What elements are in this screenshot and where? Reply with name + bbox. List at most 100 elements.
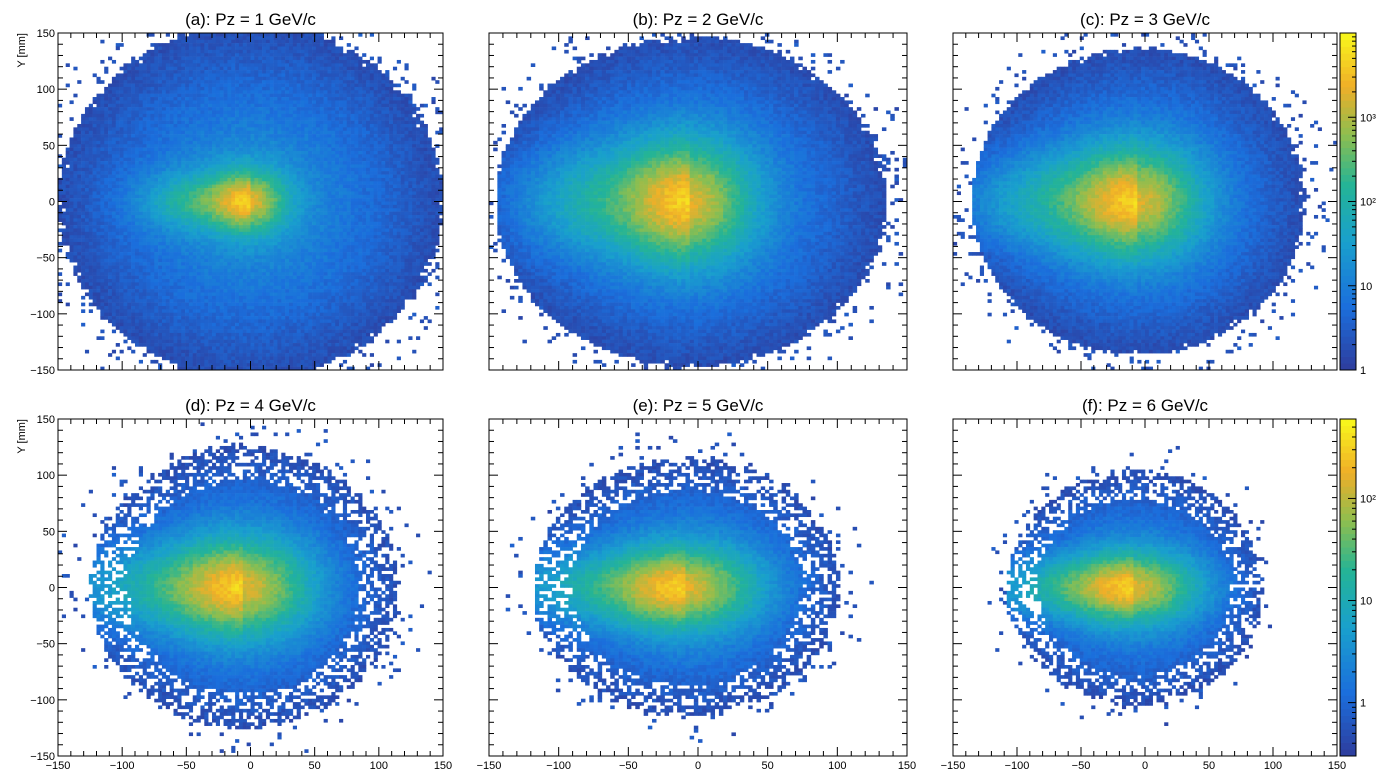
heatmap-bin [147, 262, 151, 266]
heatmap-bin [139, 245, 143, 249]
heatmap-bin [116, 218, 120, 222]
heatmap-bin [212, 346, 216, 350]
heatmap-bin [243, 87, 247, 91]
heatmap-bin [174, 353, 178, 357]
heatmap-bin [143, 148, 147, 152]
heatmap-bin [185, 114, 189, 118]
heatmap-bin [108, 111, 112, 115]
heatmap-bin [193, 357, 197, 361]
heatmap-bin [181, 144, 185, 148]
heatmap-bin [216, 289, 220, 293]
heatmap-bin [220, 164, 224, 168]
heatmap-bin [162, 205, 166, 209]
heatmap-bin [97, 215, 101, 219]
heatmap-bin [123, 245, 127, 249]
heatmap-bin [166, 239, 170, 243]
heatmap-bin [224, 319, 228, 323]
heatmap-bin [174, 350, 178, 354]
heatmap-bin [139, 124, 143, 128]
heatmap-bin [108, 191, 112, 195]
heatmap-bin [104, 114, 108, 118]
heatmap-bin [127, 333, 131, 337]
heatmap-bin [154, 141, 158, 145]
heatmap-bin [97, 144, 101, 148]
heatmap-bin [154, 245, 158, 249]
heatmap-bin [189, 158, 193, 162]
heatmap-bin [108, 282, 112, 286]
heatmap-bin [154, 181, 158, 185]
heatmap-bin [239, 309, 243, 313]
heatmap-bin [127, 336, 131, 340]
heatmap-bin [100, 127, 104, 131]
heatmap-bin [197, 181, 201, 185]
heatmap-bin [154, 137, 158, 141]
heatmap-bin [150, 218, 154, 222]
heatmap-bin [73, 191, 77, 195]
heatmap-bin [231, 198, 235, 202]
heatmap-bin [216, 353, 220, 357]
heatmap-bin [181, 90, 185, 94]
heatmap-bin [216, 154, 220, 158]
heatmap-bin [193, 111, 197, 115]
heatmap-bin [89, 249, 93, 253]
heatmap-bin [220, 350, 224, 354]
heatmap-bin [170, 346, 174, 350]
heatmap-bin [235, 205, 239, 209]
heatmap-bin [147, 80, 151, 84]
heatmap-bin [181, 316, 185, 320]
heatmap-bin [212, 292, 216, 296]
heatmap-bin [131, 266, 135, 270]
heatmap-bin [239, 279, 243, 283]
heatmap-bin [185, 191, 189, 195]
heatmap-bin [97, 303, 101, 307]
heatmap-bin [185, 117, 189, 121]
heatmap-bin [77, 279, 81, 283]
heatmap-bin [170, 259, 174, 263]
heatmap-bin [170, 309, 174, 313]
heatmap-bin [158, 313, 162, 317]
heatmap-bin [189, 168, 193, 172]
heatmap-bin [200, 117, 204, 121]
heatmap-bin [131, 148, 135, 152]
heatmap-bin [200, 225, 204, 229]
heatmap-bin [147, 316, 151, 320]
heatmap-bin [147, 70, 151, 74]
heatmap-bin [135, 239, 139, 243]
heatmap-bin [123, 73, 127, 77]
heatmap-bin [227, 77, 231, 81]
heatmap-bin [220, 84, 224, 88]
heatmap-bin [177, 67, 181, 71]
heatmap-bin [66, 205, 70, 209]
heatmap-bin [181, 208, 185, 212]
heatmap-bin [193, 154, 197, 158]
heatmap-bin [108, 117, 112, 121]
heatmap-bin [158, 269, 162, 273]
heatmap-bin [177, 144, 181, 148]
heatmap-bin [162, 235, 166, 239]
heatmap-bin [162, 67, 166, 71]
heatmap-bin [85, 188, 89, 192]
heatmap-bin [127, 296, 131, 300]
heatmap-bin [97, 235, 101, 239]
heatmap-bin [224, 357, 228, 361]
heatmap-bin [166, 222, 170, 226]
heatmap-bin [170, 218, 174, 222]
heatmap-bin [104, 306, 108, 310]
heatmap-bin [216, 94, 220, 98]
heatmap-bin [220, 252, 224, 256]
heatmap-bin [108, 127, 112, 131]
heatmap-bin [235, 188, 239, 192]
heatmap-bin [212, 357, 216, 361]
heatmap-bin [85, 141, 89, 145]
heatmap-bin [224, 222, 228, 226]
heatmap-bin [131, 276, 135, 280]
heatmap-bin [208, 208, 212, 212]
heatmap-bin [120, 90, 124, 94]
heatmap-bin [158, 191, 162, 195]
heatmap-bin [93, 218, 97, 222]
heatmap-bin [123, 242, 127, 246]
heatmap-bin [185, 100, 189, 104]
heatmap-bin [181, 154, 185, 158]
heatmap-bin [116, 121, 120, 125]
heatmap-bin [185, 276, 189, 280]
